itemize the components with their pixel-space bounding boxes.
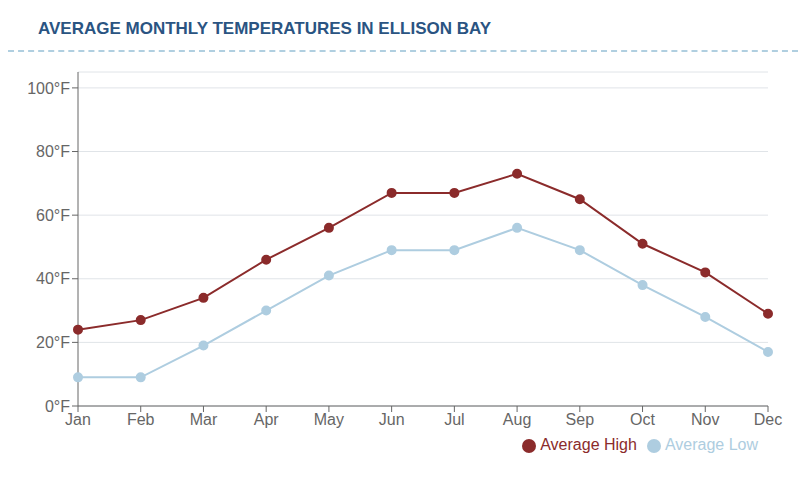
svg-text:Jul: Jul [444, 411, 464, 428]
svg-text:100°F: 100°F [27, 80, 70, 97]
svg-text:Sep: Sep [566, 411, 595, 428]
svg-text:Apr: Apr [254, 411, 280, 428]
svg-text:Oct: Oct [630, 411, 655, 428]
svg-text:40°F: 40°F [36, 270, 70, 287]
svg-text:Nov: Nov [691, 411, 719, 428]
svg-text:80°F: 80°F [36, 143, 70, 160]
svg-text:Mar: Mar [190, 411, 218, 428]
svg-text:Jan: Jan [65, 411, 91, 429]
svg-text:60°F: 60°F [36, 207, 70, 224]
svg-text:20°F: 20°F [36, 334, 70, 351]
svg-text:Jun: Jun [379, 411, 405, 428]
html-text:AVERAGE MONTHLY TEMPERATURES I: AVERAGE MONTHLY TEMPERATURES IN ELLISON … [38, 19, 492, 38]
svg-text:May: May [314, 411, 344, 428]
svg-text:Aug: Aug [503, 411, 531, 428]
html-text:Average Low: Average Low [664, 436, 758, 453]
svg-text:0°F: 0°F [45, 398, 70, 415]
html-text:Average High: Average High [540, 436, 637, 453]
svg-text:Dec: Dec [754, 411, 782, 428]
svg-text:Feb: Feb [127, 411, 155, 428]
